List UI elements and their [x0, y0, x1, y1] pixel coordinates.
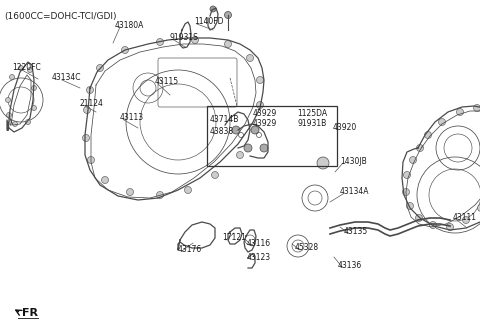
Text: 1125DA: 1125DA	[297, 109, 327, 117]
Circle shape	[260, 144, 268, 152]
Circle shape	[463, 216, 469, 223]
Circle shape	[409, 157, 417, 164]
Text: 43135: 43135	[344, 227, 368, 235]
Circle shape	[156, 39, 164, 45]
Text: 1140FD: 1140FD	[194, 18, 224, 26]
Circle shape	[127, 188, 133, 196]
Circle shape	[12, 122, 17, 127]
Text: 43134C: 43134C	[52, 74, 82, 82]
Circle shape	[86, 87, 94, 94]
Text: 43134A: 43134A	[340, 187, 370, 197]
Text: 17121: 17121	[222, 233, 246, 243]
Circle shape	[32, 85, 36, 91]
Circle shape	[237, 151, 243, 159]
Circle shape	[430, 221, 436, 229]
Circle shape	[256, 101, 264, 109]
Circle shape	[424, 131, 432, 139]
Text: 45328: 45328	[295, 244, 319, 252]
Text: 43714B: 43714B	[210, 114, 240, 124]
Circle shape	[210, 6, 216, 12]
Text: 43116: 43116	[247, 239, 271, 249]
Text: 21124: 21124	[80, 98, 104, 108]
Text: 43111: 43111	[453, 214, 477, 222]
Text: 43920: 43920	[333, 124, 357, 132]
Text: 91931B: 91931B	[297, 119, 326, 129]
Circle shape	[403, 188, 409, 196]
Circle shape	[19, 65, 24, 71]
Circle shape	[84, 107, 91, 113]
Circle shape	[456, 109, 464, 115]
Circle shape	[184, 186, 192, 194]
Text: 43929: 43929	[253, 118, 277, 128]
Circle shape	[473, 105, 480, 112]
Circle shape	[96, 64, 104, 72]
Text: 43838: 43838	[210, 127, 234, 135]
Circle shape	[317, 157, 329, 169]
Circle shape	[156, 192, 164, 198]
Text: 91931S: 91931S	[170, 33, 199, 43]
Circle shape	[225, 11, 231, 19]
Circle shape	[232, 126, 240, 134]
Circle shape	[87, 157, 95, 164]
Circle shape	[439, 118, 445, 126]
Circle shape	[212, 171, 218, 179]
Circle shape	[192, 37, 199, 43]
Bar	[207, 106, 337, 166]
Text: 43123: 43123	[247, 253, 271, 263]
Circle shape	[244, 144, 252, 152]
Circle shape	[83, 134, 89, 142]
Circle shape	[121, 46, 129, 54]
Circle shape	[25, 119, 31, 125]
Text: 43136: 43136	[338, 261, 362, 269]
Circle shape	[251, 126, 259, 134]
Circle shape	[416, 215, 422, 221]
Text: 1220FC: 1220FC	[12, 63, 41, 73]
Circle shape	[7, 112, 12, 117]
Text: 43113: 43113	[120, 113, 144, 123]
Circle shape	[478, 204, 480, 212]
Text: 43180A: 43180A	[115, 21, 144, 29]
Circle shape	[27, 67, 33, 73]
Circle shape	[225, 41, 231, 47]
Text: 43176: 43176	[178, 245, 202, 253]
Circle shape	[10, 75, 14, 79]
Text: (1600CC=DOHC-TCI/GDI): (1600CC=DOHC-TCI/GDI)	[4, 12, 117, 21]
Circle shape	[32, 106, 36, 111]
Text: 1430JB: 1430JB	[340, 157, 367, 165]
Circle shape	[247, 55, 253, 61]
Circle shape	[256, 77, 264, 83]
Circle shape	[5, 97, 11, 102]
Circle shape	[446, 223, 454, 231]
Circle shape	[252, 127, 259, 133]
Circle shape	[101, 177, 108, 183]
Text: 43115: 43115	[155, 77, 179, 87]
Circle shape	[407, 202, 413, 210]
Text: 43929: 43929	[253, 109, 277, 117]
Text: FR: FR	[22, 308, 38, 318]
Circle shape	[404, 171, 410, 179]
Circle shape	[417, 145, 423, 151]
